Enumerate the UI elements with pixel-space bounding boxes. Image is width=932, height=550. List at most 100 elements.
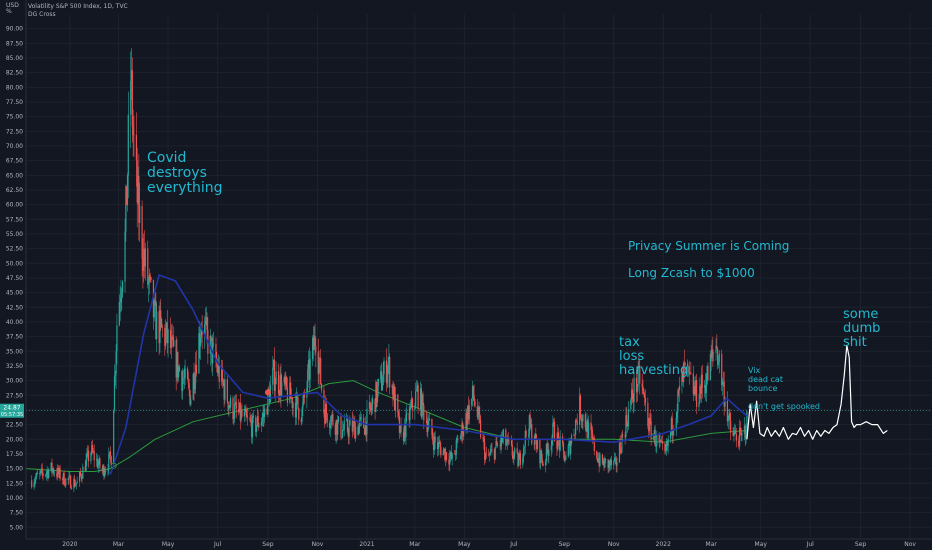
y-tick-label: 72.50	[6, 128, 23, 135]
candle-up	[318, 362, 320, 375]
symbol-title[interactable]: Volatility S&P 500 Index, 1D, TVC	[28, 3, 128, 10]
candle-down	[603, 460, 605, 468]
candle-up	[536, 439, 539, 449]
candle-down	[266, 408, 268, 415]
y-tick-label: 52.50	[6, 246, 23, 253]
projection-drawing[interactable]	[746, 344, 888, 440]
candle-down	[284, 377, 286, 385]
annotations[interactable]: Covid destroys everything Privacy Summer is…	[147, 150, 880, 411]
candle-down	[519, 453, 522, 465]
candle-down	[397, 394, 399, 413]
candle-up	[672, 430, 674, 436]
candle-up	[586, 420, 588, 432]
candle-up	[746, 411, 748, 433]
candle-down	[420, 388, 422, 417]
candle-down	[529, 415, 531, 428]
candle-up	[403, 424, 405, 441]
candle-down	[175, 340, 177, 378]
candle-down	[512, 455, 514, 459]
candle-down	[187, 379, 189, 384]
candle-down	[648, 426, 650, 432]
candle-up	[459, 438, 461, 440]
annotation-line: everything	[147, 180, 223, 196]
candle-up	[114, 373, 116, 377]
indicator-name[interactable]: DG Cross	[28, 11, 56, 18]
candle-up	[170, 336, 172, 348]
candle-up	[53, 473, 56, 474]
candle-up	[130, 70, 133, 82]
candle-up	[608, 461, 610, 468]
candle-down	[638, 365, 640, 367]
candle-down	[143, 248, 146, 267]
time-axis[interactable]: 2020 Mar May Jul Sep Nov 2021 Mar May Jul Sep Nov 20…	[26, 538, 932, 548]
candle-up	[717, 362, 720, 365]
candle-down	[59, 468, 61, 480]
candle-down	[235, 401, 237, 409]
candle-up	[675, 417, 677, 431]
candle-down	[229, 405, 231, 408]
y-tick-label: 10.00	[6, 495, 23, 502]
candle-up	[258, 425, 260, 427]
candle-down	[536, 440, 538, 449]
candle-up	[353, 421, 355, 423]
candle-down	[643, 389, 645, 395]
candle-up	[433, 436, 435, 451]
candle-down	[216, 365, 219, 373]
candle-up	[514, 448, 516, 454]
x-tick-label: Jul	[213, 541, 222, 548]
annotation-line: tax	[619, 335, 640, 350]
annotation-line: Vix	[748, 366, 761, 375]
candle-up	[656, 434, 658, 446]
candle-down	[81, 477, 83, 479]
candle-up	[366, 408, 368, 435]
candle-up	[342, 430, 344, 438]
candle-up	[630, 399, 632, 410]
candle-up	[90, 452, 92, 462]
candle-up	[96, 459, 98, 461]
chart-legend[interactable]: Volatility S&P 500 Index, 1D, TVC DG Cro…	[28, 3, 128, 19]
y-tick-label: 57.50	[6, 216, 23, 223]
candle-up	[144, 248, 146, 267]
y-tick-label: 60.00	[6, 202, 23, 209]
candle-down	[479, 414, 481, 420]
candle-down	[510, 440, 513, 445]
candle-up	[44, 474, 47, 476]
candle-down	[553, 421, 556, 442]
y-tick-label: 62.50	[6, 187, 23, 194]
candle-up	[738, 427, 741, 447]
candle-up	[355, 426, 357, 439]
candle-down	[87, 450, 90, 462]
candle-down	[201, 329, 203, 335]
candle-up	[224, 379, 226, 400]
candle-up	[484, 453, 487, 460]
candle-up	[557, 432, 559, 449]
cross-up-marker	[110, 462, 117, 469]
annotation-line: loss	[619, 349, 644, 364]
annotation-dumb: some dumb shit	[843, 307, 880, 350]
candle-up	[275, 371, 277, 385]
candle-down	[277, 371, 280, 394]
candle-up	[311, 337, 314, 359]
candle-down	[63, 472, 65, 485]
candle-down	[454, 453, 456, 455]
candle-down	[268, 390, 271, 403]
candle-up	[380, 371, 382, 379]
price-axis[interactable]: 5.007.5010.0012.5015.0017.5020.0022.5025…	[6, 0, 27, 539]
annotation-line: don't get spooked	[748, 402, 820, 411]
candle-up	[272, 367, 274, 385]
candle-up	[279, 375, 281, 396]
candle-up	[544, 460, 547, 466]
candle-down	[132, 126, 134, 135]
candle-down	[650, 421, 652, 440]
candle-up	[743, 425, 746, 434]
candle-up	[724, 400, 726, 407]
candle-down	[223, 383, 225, 400]
candle-up	[40, 468, 43, 471]
candle-up	[627, 409, 629, 427]
candle-down	[723, 381, 725, 407]
candle-up	[256, 416, 258, 426]
candle-up	[113, 376, 116, 411]
candle-up	[721, 381, 724, 386]
candle-down	[161, 327, 163, 328]
